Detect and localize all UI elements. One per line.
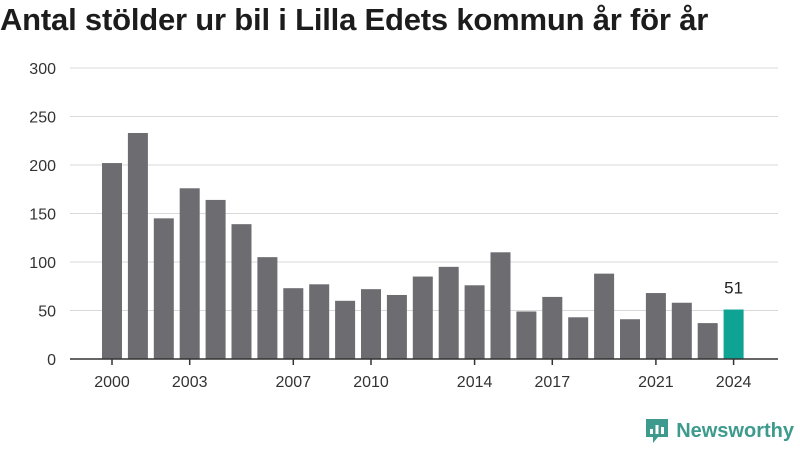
bar-2021 <box>645 293 666 359</box>
chart-title: Antal stölder ur bil i Lilla Edets kommu… <box>0 2 709 37</box>
bar-2005 <box>231 224 252 359</box>
bar-2013 <box>438 266 459 359</box>
bar-2006 <box>257 257 278 359</box>
bar-2020 <box>620 319 640 359</box>
bar-2019 <box>594 273 615 359</box>
bar-2009 <box>335 300 356 359</box>
y-tick-label: 150 <box>29 207 56 224</box>
bar-2008 <box>309 284 330 359</box>
x-tick-label: 2007 <box>276 374 312 391</box>
bar-2016 <box>516 311 537 359</box>
x-tick-label: 2014 <box>457 374 493 391</box>
data-labels: 51 <box>724 279 743 298</box>
x-tick-label: 2000 <box>94 374 130 391</box>
y-tick-label: 200 <box>29 158 56 175</box>
bar-2001 <box>127 132 148 359</box>
x-tick-label: 2021 <box>638 374 674 391</box>
y-tick-label: 50 <box>38 304 56 321</box>
bar-2007 <box>283 288 304 359</box>
bar-2017 <box>542 296 563 359</box>
newsworthy-logo-icon <box>646 419 669 443</box>
highlight-value-label: 51 <box>724 279 743 298</box>
bar-2004 <box>205 199 226 359</box>
bar-2023 <box>697 323 718 359</box>
bar-2024 <box>723 309 744 359</box>
y-tick-label: 100 <box>29 255 56 272</box>
brand-name: Newsworthy <box>676 419 794 442</box>
y-tick-label: 300 <box>29 61 56 78</box>
bar-2014 <box>464 285 485 359</box>
bar-2000 <box>102 163 122 359</box>
x-tick-label: 2017 <box>535 374 571 391</box>
y-axis-ticks: 0 50 100 150 200 250 300 <box>29 61 56 369</box>
y-tick-label: 250 <box>29 110 56 127</box>
bar-2022 <box>671 302 692 359</box>
x-tick-label: 2024 <box>716 374 752 391</box>
x-axis: 2000 2003 2007 2010 2014 2017 2021 2024 <box>70 358 778 391</box>
x-tick-label: 2010 <box>353 374 389 391</box>
bars <box>102 132 744 359</box>
bar-2012 <box>412 276 433 359</box>
bar-2018 <box>568 317 589 359</box>
brand-logo: Newsworthy <box>644 417 794 445</box>
bar-2003 <box>179 188 200 359</box>
grid-lines <box>70 67 778 311</box>
bar-2010 <box>361 289 381 359</box>
bar-2015 <box>490 252 511 359</box>
x-tick-label: 2003 <box>172 374 208 391</box>
bar-2011 <box>386 294 407 359</box>
bar-2002 <box>153 218 174 359</box>
y-tick-label: 0 <box>47 352 56 369</box>
